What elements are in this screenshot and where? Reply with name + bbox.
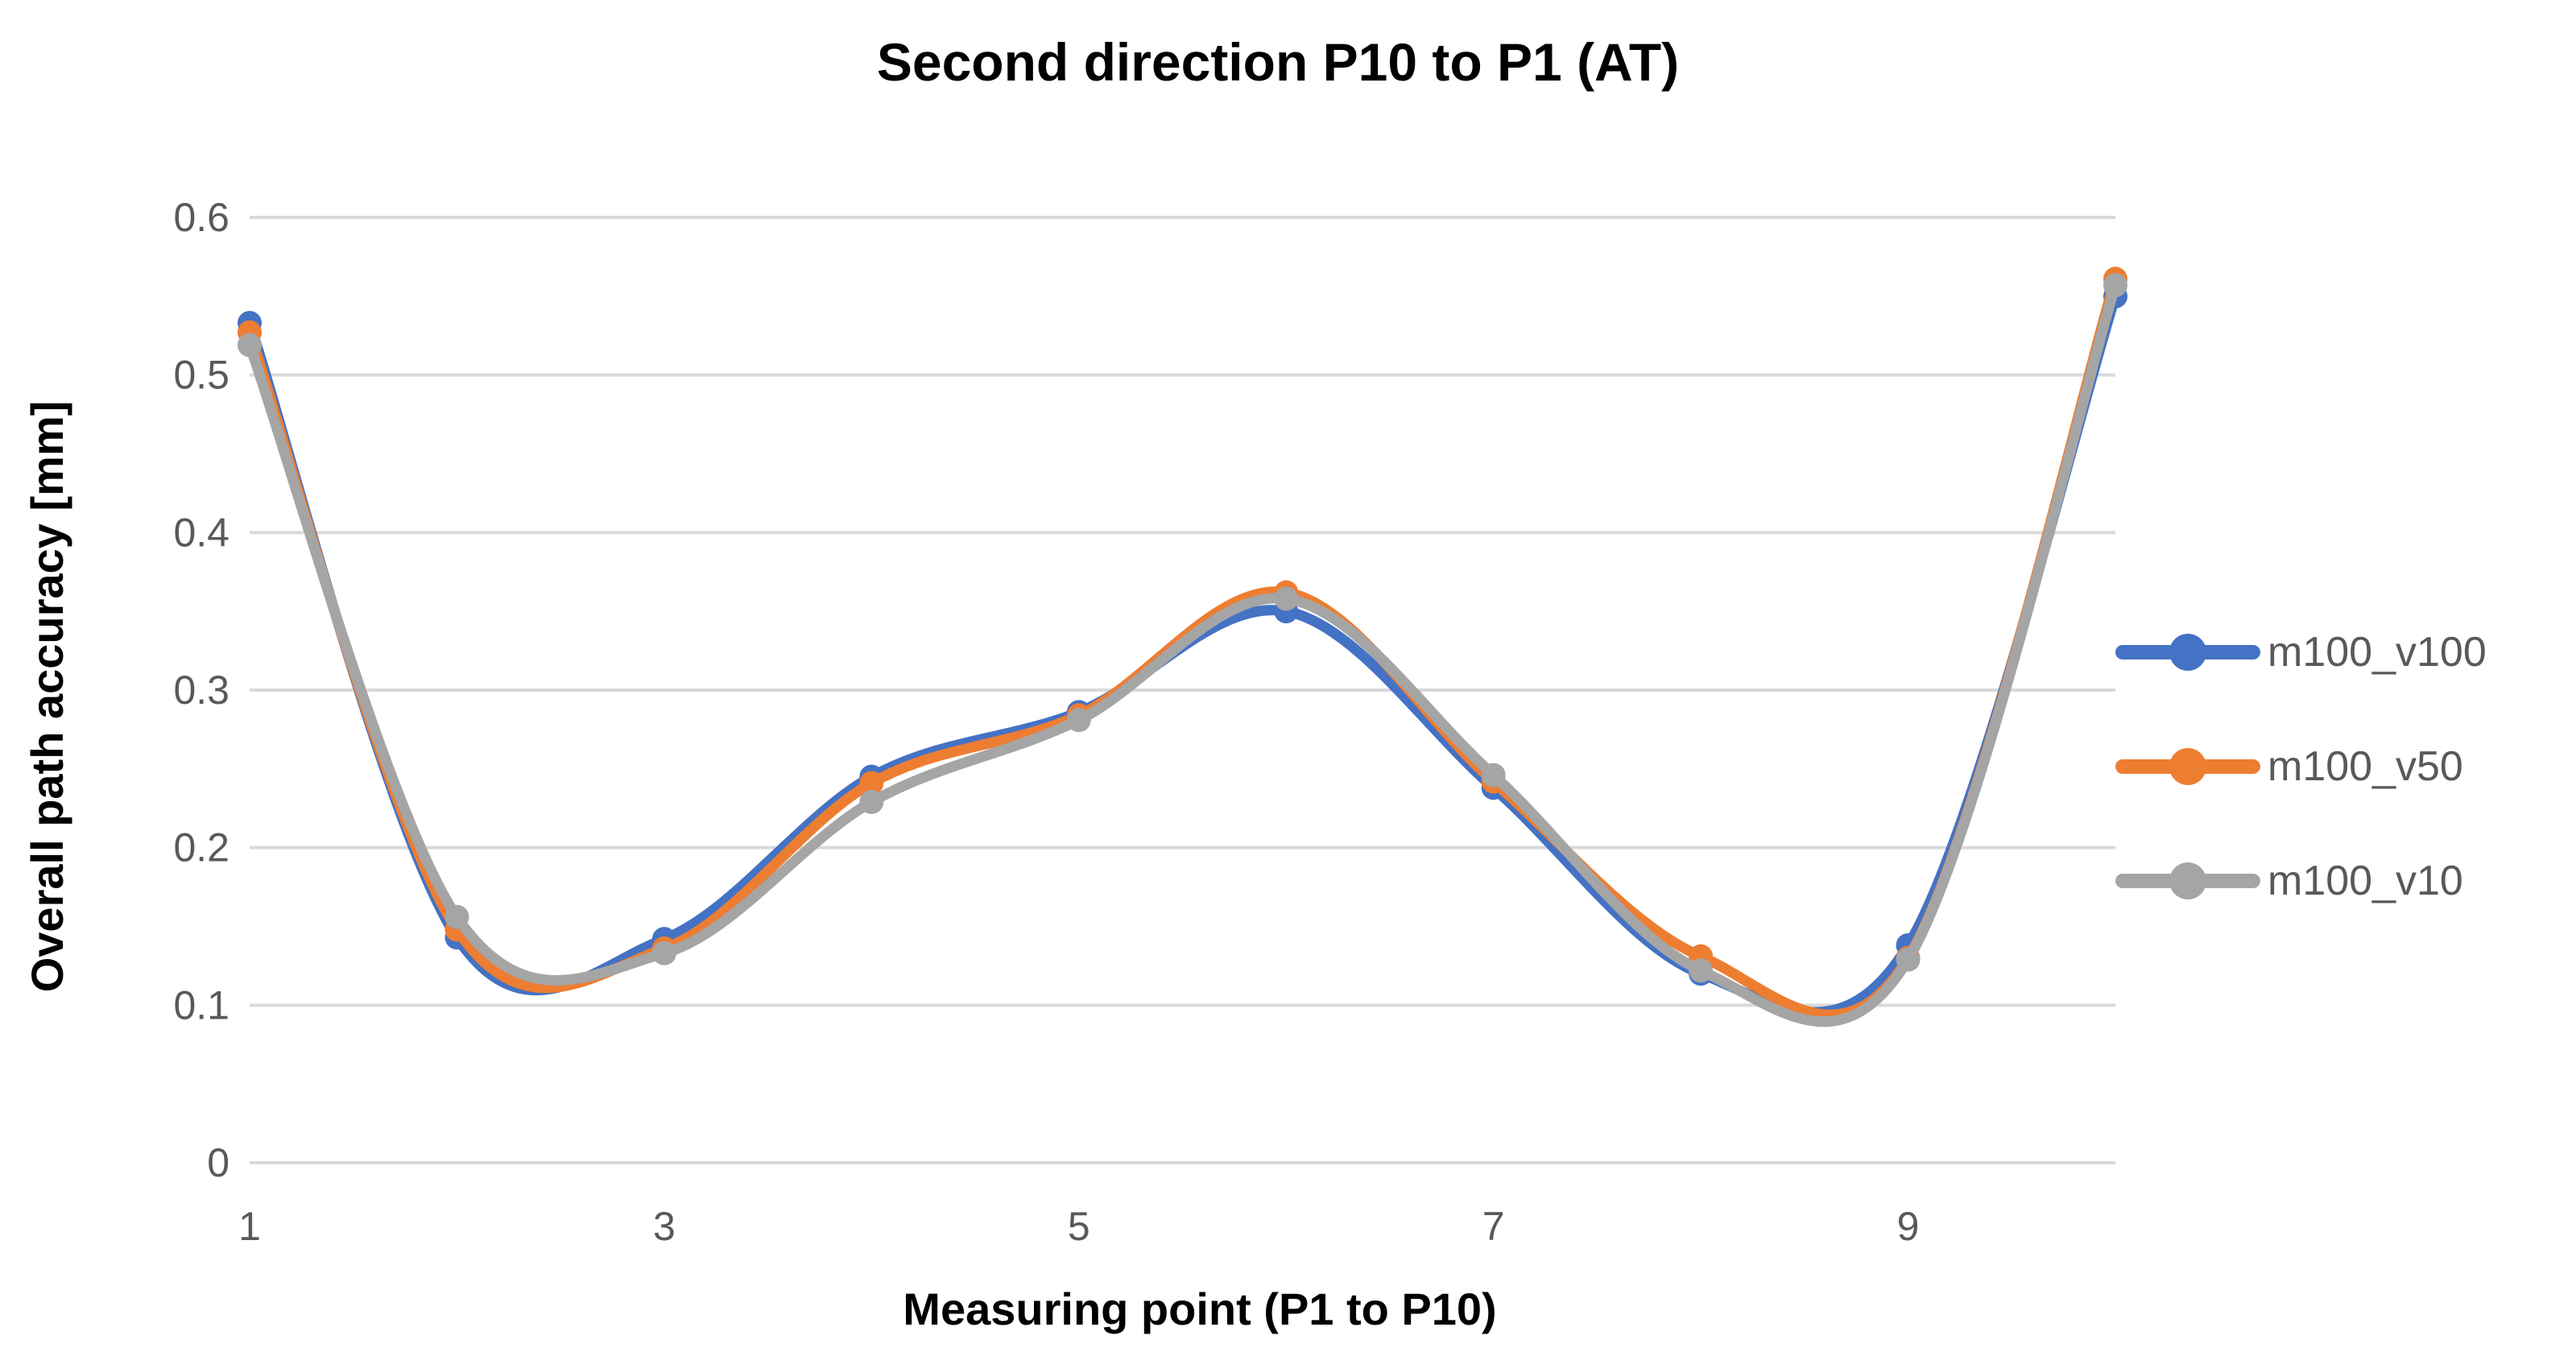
series-line-m100_v10 [244,279,2121,1027]
legend-label-m100_v100: m100_v100 [2268,629,2487,676]
x-tick-label: 9 [1897,1204,1920,1249]
x-tick-label: 3 [653,1204,676,1249]
marker-m100_v10-p4 [859,789,884,814]
y-axis-title: Overall path accuracy [mm] [22,401,72,993]
series-container [238,267,2127,1027]
legend-item-m100_v100: m100_v100 [2115,629,2487,676]
marker-m100_v10-p8 [1689,958,1714,983]
legend-marker-m100_v50 [2169,748,2206,785]
x-tick-label: 7 [1482,1204,1505,1249]
marker-m100_v50-p4 [859,771,884,796]
series-m100_v10 [238,273,2127,1027]
y-tick-label: 0.4 [173,510,229,555]
marker-m100_v10-p6 [1274,586,1299,611]
legend-marker-m100_v100 [2169,634,2206,671]
y-tick-label: 0.6 [173,195,229,240]
y-tick-label: 0.1 [173,982,229,1027]
chart-title: Second direction P10 to P1 (AT) [877,32,1679,92]
legend-item-m100_v50: m100_v50 [2115,743,2463,790]
x-tick-label: 1 [238,1204,261,1249]
y-tick-label: 0.5 [173,353,229,398]
y-tick-label: 0.2 [173,825,229,870]
y-tick-label: 0 [207,1140,229,1185]
x-axis-title: Measuring point (P1 to P10) [903,1284,1496,1334]
marker-m100_v10-p3 [651,941,676,965]
marker-m100_v10-p2 [444,904,469,929]
marker-m100_v10-p9 [1896,947,1921,972]
marker-m100_v10-p7 [1481,763,1506,788]
y-tick-label: 0.3 [173,668,229,713]
marker-m100_v10-p1 [238,333,262,358]
marker-m100_v10-p5 [1066,708,1091,733]
x-axis-tick-labels: 1 3 5 7 9 [238,1204,1919,1249]
marker-m100_v10-p10 [2103,273,2127,298]
y-axis-tick-labels: 0 0.1 0.2 0.3 0.4 0.5 0.6 [173,195,229,1185]
legend-label-m100_v10: m100_v10 [2268,858,2463,904]
legend-label-m100_v50: m100_v50 [2268,743,2463,790]
gridlines [250,216,2115,1164]
legend-item-m100_v10: m100_v10 [2115,858,2463,904]
x-tick-label: 5 [1068,1204,1090,1249]
legend-marker-m100_v10 [2169,862,2206,899]
series-line-m100_v100 [244,291,2121,1018]
legend: m100_v100 m100_v50 m100_v10 [2115,629,2487,904]
